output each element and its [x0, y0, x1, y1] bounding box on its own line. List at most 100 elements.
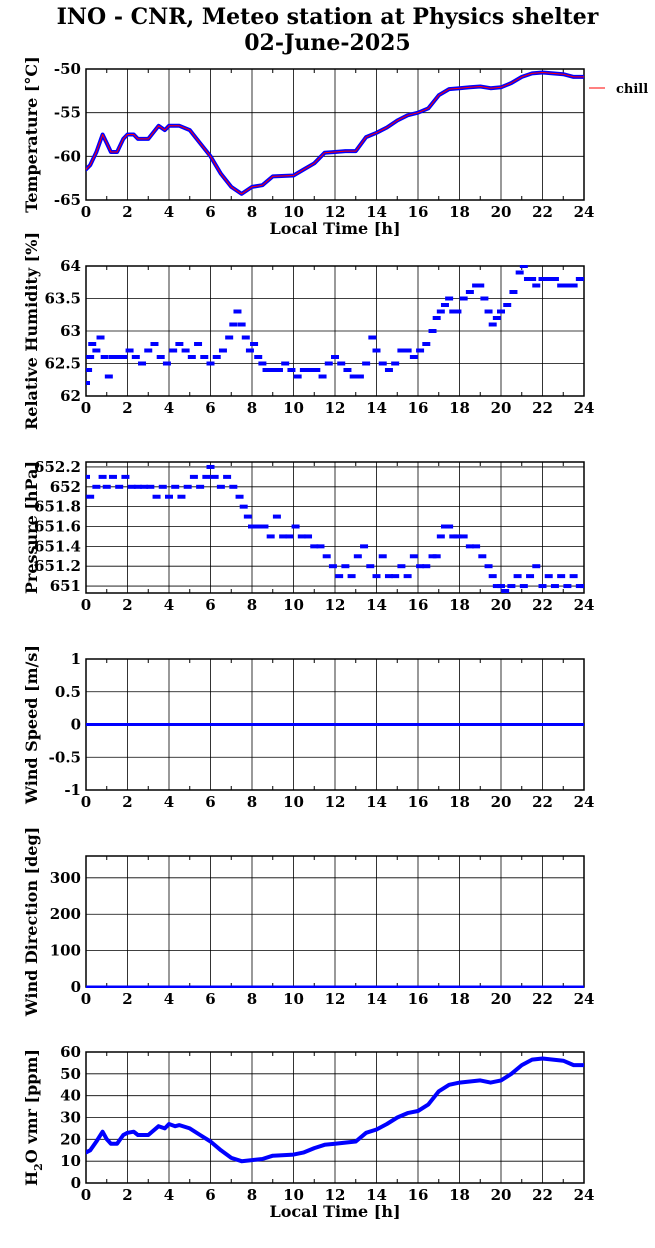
y-tick-label: 651: [50, 577, 81, 595]
chart-title: INO - CNR, Meteo station at Physics shel…: [0, 4, 655, 56]
y-tick-label: 652: [50, 478, 81, 496]
data-point: [372, 348, 381, 353]
data-point: [416, 348, 425, 353]
data-point: [422, 564, 431, 569]
x-tick-label: 6: [205, 596, 215, 614]
y-tick-label: 62: [60, 387, 81, 405]
x-tick-label: 8: [247, 203, 257, 221]
x-tick-label: 0: [81, 203, 91, 221]
data-point: [580, 584, 584, 589]
x-tick-label: 0: [81, 990, 91, 1008]
x-tick-label: 18: [449, 793, 470, 811]
title-line-2: 02-June-2025: [244, 30, 411, 56]
x-tick-label: 12: [325, 990, 346, 1008]
x-tick-label: 12: [325, 1186, 346, 1204]
data-point: [436, 309, 445, 314]
x-tick-label: 20: [491, 203, 512, 221]
x-tick-label: 2: [122, 1186, 132, 1204]
data-point: [519, 584, 528, 589]
data-point: [88, 342, 97, 346]
data-point: [557, 574, 566, 579]
y-tick-label: 40: [60, 1087, 81, 1105]
panel-humidity: 0 2 4 6 8 10 12 14 16 18 20 22 246262.56363.564Relat…: [22, 232, 594, 430]
x-tick-label: 22: [532, 793, 553, 811]
data-point: [353, 554, 362, 559]
data-point: [306, 368, 315, 372]
data-point: [472, 544, 481, 549]
data-point: [272, 514, 281, 519]
x-tick-label: 8: [247, 990, 257, 1008]
y-tick-label: 60: [60, 1043, 81, 1061]
data-point: [519, 265, 528, 268]
data-point: [391, 361, 400, 366]
data-point: [235, 494, 244, 499]
data-point: [465, 544, 474, 549]
data-point: [241, 335, 250, 340]
data-point: [532, 283, 541, 288]
legend: chill: [589, 82, 648, 97]
data-point: [245, 348, 254, 353]
data-point: [206, 464, 215, 469]
y-axis-label: H2O vmr [ppm]: [22, 1049, 45, 1186]
data-point: [569, 574, 578, 579]
x-tick-label: 18: [449, 1186, 470, 1204]
data-point: [335, 574, 344, 579]
x-tick-label: 20: [491, 793, 512, 811]
x-tick-label: 6: [205, 399, 215, 417]
x-tick-label: 16: [408, 203, 429, 221]
x-tick-label: 2: [122, 203, 132, 221]
x-tick-label: 18: [449, 990, 470, 1008]
data-point: [391, 574, 400, 579]
x-tick-label: 10: [283, 203, 304, 221]
data-point: [86, 474, 90, 479]
data-point: [165, 494, 173, 499]
y-tick-label: 652.2: [34, 458, 81, 476]
x-tick-label: 16: [408, 990, 429, 1008]
x-tick-label: 6: [205, 793, 215, 811]
x-tick-label: 4: [164, 596, 174, 614]
data-point: [507, 584, 516, 589]
data-point: [239, 504, 248, 509]
data-point: [152, 494, 161, 499]
data-point: [544, 277, 553, 281]
x-tick-label: 14: [366, 793, 387, 811]
y-tick-label: 0: [71, 978, 81, 996]
data-point: [575, 277, 584, 281]
x-tick-label: 10: [283, 596, 304, 614]
data-point: [366, 564, 375, 569]
data-point: [266, 534, 275, 539]
data-point: [92, 484, 101, 489]
data-point: [287, 368, 296, 372]
data-point: [488, 322, 497, 327]
data-point: [432, 554, 441, 559]
data-point: [563, 283, 572, 288]
data-point: [557, 283, 566, 288]
data-point: [183, 484, 192, 489]
x-tick-label: 18: [449, 203, 470, 221]
chill-line: [86, 72, 584, 195]
plot-frame: [85, 68, 585, 201]
data-point: [532, 564, 541, 569]
data-point: [206, 361, 215, 366]
y-tick-label: 651.4: [34, 537, 81, 555]
data-point: [104, 374, 113, 379]
data-point: [162, 361, 171, 366]
data-point: [237, 322, 246, 327]
x-tick-label: 4: [164, 1186, 174, 1204]
x-tick-label: 2: [122, 793, 132, 811]
data-point: [125, 348, 134, 353]
data-point: [310, 544, 319, 549]
data-point: [575, 584, 584, 589]
x-tick-label: 10: [283, 793, 304, 811]
data-point: [422, 342, 431, 346]
data-point: [223, 474, 232, 479]
data-point: [86, 381, 90, 385]
data-point: [262, 368, 271, 372]
data-point: [478, 554, 487, 559]
data-point: [550, 277, 559, 281]
data-point: [189, 474, 198, 479]
data-point: [299, 368, 308, 372]
y-tick-label: 0: [71, 1174, 81, 1192]
